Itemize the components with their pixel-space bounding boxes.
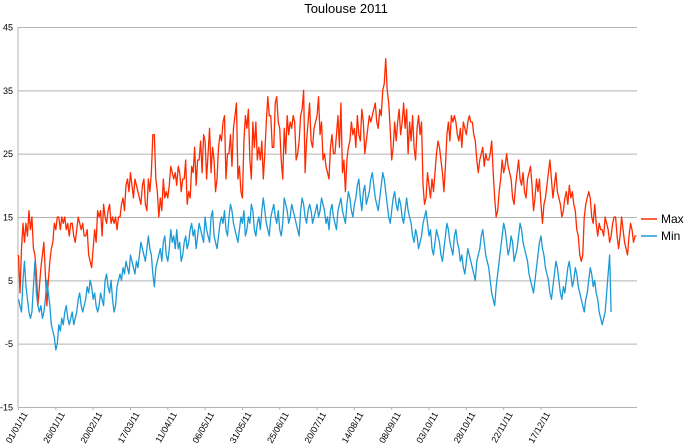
x-tick-label: 14/08/11 xyxy=(340,410,366,445)
x-tick-label: 17/03/11 xyxy=(116,410,142,445)
series-lines xyxy=(17,58,637,351)
x-tick-label: 03/10/11 xyxy=(414,410,440,445)
series-line-min xyxy=(17,172,612,351)
y-tick-label: -5 xyxy=(5,339,13,349)
x-tick-label: 20/07/11 xyxy=(302,410,328,445)
legend-label-max: Max xyxy=(661,212,684,226)
y-axis: -15 -5 5 15 25 35 45 xyxy=(0,23,13,413)
legend-label-min: Min xyxy=(661,229,680,243)
legend: Max Min xyxy=(641,212,684,243)
y-tick-label: -15 xyxy=(0,403,13,413)
series-line-max xyxy=(17,58,637,307)
y-tick-label: 15 xyxy=(3,213,13,223)
x-tick-label: 11/04/11 xyxy=(153,410,179,444)
x-tick-label: 17/12/11 xyxy=(526,410,552,445)
x-tick-label: 08/09/11 xyxy=(377,410,403,445)
x-axis: 01/01/11 26/01/11 20/02/11 17/03/11 11/04/11… xyxy=(4,407,552,445)
chart-title: Toulouse 2011 xyxy=(304,1,388,16)
y-tick-label: 25 xyxy=(3,149,13,159)
y-tick-label: 45 xyxy=(3,23,13,33)
x-tick-label: 31/05/11 xyxy=(228,410,254,445)
y-tick-label: 5 xyxy=(8,276,13,286)
y-tick-label: 35 xyxy=(3,86,13,96)
x-tick-label: 26/01/11 xyxy=(41,410,67,445)
x-tick-label: 22/11/11 xyxy=(489,410,515,444)
x-tick-label: 25/06/11 xyxy=(265,410,291,445)
x-tick-label: 06/05/11 xyxy=(190,410,216,445)
x-tick-label: 01/01/11 xyxy=(4,410,30,445)
x-tick-label: 28/10/11 xyxy=(452,410,478,445)
x-tick-label: 20/02/11 xyxy=(78,410,104,445)
